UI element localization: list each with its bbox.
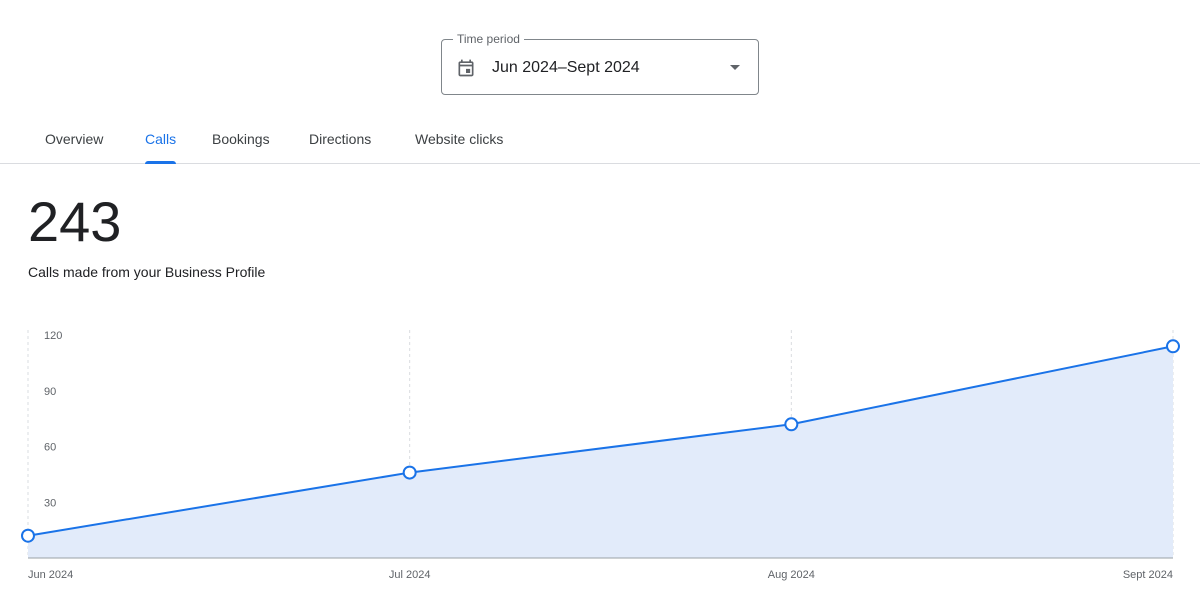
time-period-value: Jun 2024–Sept 2024 bbox=[492, 59, 640, 76]
y-tick-label: 30 bbox=[44, 497, 56, 509]
time-period-label: Time period bbox=[453, 32, 524, 46]
tab-website-clicks[interactable]: Website clicks bbox=[415, 118, 503, 163]
active-tab-indicator bbox=[145, 161, 177, 164]
x-tick-label: Jul 2024 bbox=[389, 569, 431, 581]
calendar-icon bbox=[458, 59, 474, 77]
data-point bbox=[21, 528, 35, 543]
tab-bookings[interactable]: Bookings bbox=[212, 118, 270, 163]
series-line bbox=[27, 345, 1174, 537]
calls-area-chart: 30 60 90 120 Jun 2024 Jul 2024 Aug 2024 Sept 20… bbox=[21, 330, 1180, 581]
x-tick-label: Sept 2024 bbox=[1123, 569, 1173, 581]
tab-label: Bookings bbox=[212, 131, 270, 147]
time-period-select[interactable]: Time period Jun 2024–Sept 2024 bbox=[441, 32, 759, 95]
data-point bbox=[784, 417, 799, 432]
tab-overview[interactable]: Overview bbox=[45, 118, 103, 163]
metric-caption: Calls made from your Business Profile bbox=[28, 264, 266, 280]
metrics-tabs: Overview Calls Bookings Directions Websi… bbox=[0, 118, 1200, 164]
y-tick-label: 60 bbox=[44, 442, 56, 454]
series-area bbox=[28, 346, 1173, 558]
data-point bbox=[402, 465, 417, 480]
y-tick-label: 120 bbox=[44, 330, 62, 342]
tab-label: Calls bbox=[145, 131, 177, 147]
tab-label: Website clicks bbox=[415, 131, 504, 147]
tab-label: Overview bbox=[45, 131, 104, 147]
y-tick-label: 90 bbox=[44, 386, 56, 398]
x-tick-label: Jun 2024 bbox=[28, 569, 73, 581]
x-tick-label: Aug 2024 bbox=[768, 569, 815, 581]
metric-total: 243 bbox=[28, 190, 122, 253]
tab-calls[interactable]: Calls bbox=[145, 118, 177, 164]
data-point bbox=[1166, 339, 1180, 354]
tab-directions[interactable]: Directions bbox=[309, 118, 371, 163]
chevron-down-icon bbox=[730, 65, 740, 70]
tab-label: Directions bbox=[309, 131, 372, 147]
